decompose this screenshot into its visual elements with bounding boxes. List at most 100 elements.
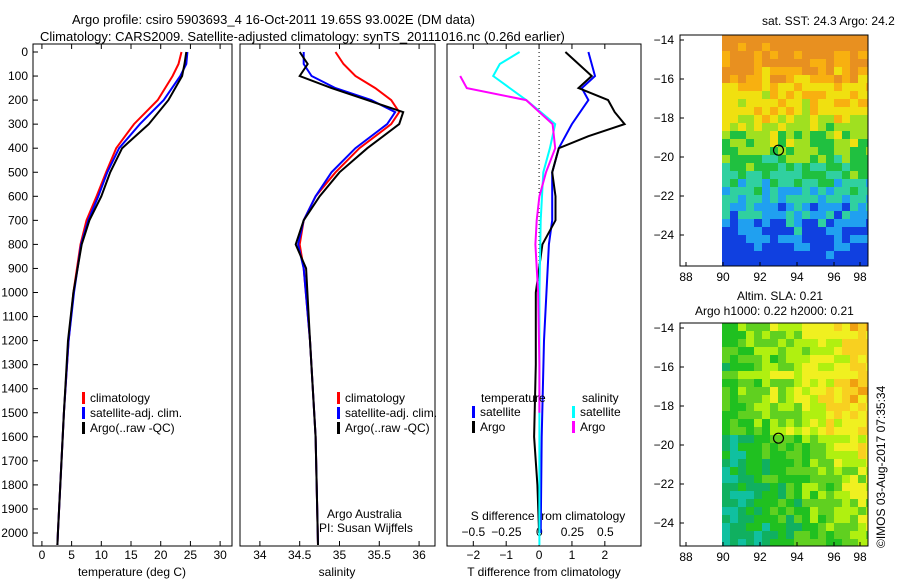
map-cell (866, 155, 868, 163)
map-cell (738, 355, 746, 363)
map-cell (842, 235, 850, 243)
map-y-tick-label: −16 (654, 72, 675, 86)
map-cell (738, 115, 746, 123)
map-cell (842, 107, 850, 115)
map-cell (746, 251, 754, 259)
map-cell (730, 531, 738, 539)
map-cell (754, 507, 762, 515)
x-tick-label: 1 (569, 548, 576, 562)
map-cell (722, 243, 730, 251)
map-cell (794, 115, 802, 123)
map-cell (826, 387, 834, 395)
map-cell (866, 507, 868, 515)
map-cell (858, 43, 866, 51)
y-tick-label: 1000 (1, 286, 28, 300)
map-cell (818, 523, 826, 531)
map-cell (850, 427, 858, 435)
map-cell (834, 131, 842, 139)
map-cell (826, 323, 834, 331)
x-tick-label: 10 (95, 548, 109, 562)
map-cell (794, 531, 802, 539)
map-cell (826, 83, 834, 91)
map-cell (802, 91, 810, 99)
map-cell (770, 451, 778, 459)
map-cell (786, 51, 794, 59)
map-cell (762, 371, 770, 379)
map-cell (866, 211, 868, 219)
map-cell (746, 531, 754, 539)
map-cell (778, 251, 786, 259)
map-cell (842, 507, 850, 515)
map-cell (802, 515, 810, 523)
map-cell (794, 163, 802, 171)
map-cell (818, 427, 826, 435)
map-cell (786, 467, 794, 475)
map-cell (858, 59, 866, 67)
map-cell (730, 515, 738, 523)
map-cell (802, 499, 810, 507)
map-cell (794, 483, 802, 491)
map-cell (834, 163, 842, 171)
map-cell (834, 179, 842, 187)
map-cell (858, 99, 866, 107)
map-x-tick-label: 96 (827, 550, 841, 564)
map-cell (826, 155, 834, 163)
map-cell (810, 339, 818, 347)
map-cell (746, 59, 754, 67)
map-cell (842, 539, 850, 546)
map-cell (866, 427, 868, 435)
map-cell (866, 531, 868, 539)
map-cell (730, 75, 738, 83)
map-cell (738, 203, 746, 211)
map-cell (770, 331, 778, 339)
map-cell (826, 115, 834, 123)
map-cell (730, 147, 738, 155)
map-cell (730, 123, 738, 131)
map-cell (818, 419, 826, 427)
map-cell (818, 251, 826, 259)
map-cell (842, 451, 850, 459)
map-cell (746, 235, 754, 243)
map-cell (826, 131, 834, 139)
map-cell (842, 219, 850, 227)
map-cell (738, 531, 746, 539)
map-cell (858, 67, 866, 75)
map-cell (794, 51, 802, 59)
map-cell (762, 75, 770, 83)
map-cell (778, 467, 786, 475)
map-cell (786, 427, 794, 435)
map-cell (866, 443, 868, 451)
map-cell (746, 259, 754, 266)
map-cell (858, 331, 866, 339)
map-cell (778, 411, 786, 419)
map-cell (762, 411, 770, 419)
map-cell (858, 155, 866, 163)
map-cell (834, 243, 842, 251)
map-cell (746, 491, 754, 499)
map-cell (762, 539, 770, 546)
map-cell (770, 155, 778, 163)
map-cell (754, 91, 762, 99)
map-cell (770, 467, 778, 475)
map-cell (842, 251, 850, 259)
map-cell (842, 83, 850, 91)
map-cell (722, 491, 730, 499)
map-cell (826, 443, 834, 451)
map-cell (746, 355, 754, 363)
map-cell (794, 43, 802, 51)
map-cell (722, 163, 730, 171)
map-cell (826, 91, 834, 99)
map-cell (738, 427, 746, 435)
map-cell (794, 211, 802, 219)
map-cell (866, 83, 868, 91)
map-cell (746, 179, 754, 187)
series-line-t-argo (533, 51, 627, 534)
map-cell (754, 123, 762, 131)
map-cell (762, 187, 770, 195)
map-cell (770, 235, 778, 243)
map-cell (762, 339, 770, 347)
map-cell (842, 491, 850, 499)
map-cell (730, 395, 738, 403)
map-cell (826, 123, 834, 131)
map-cell (866, 491, 868, 499)
